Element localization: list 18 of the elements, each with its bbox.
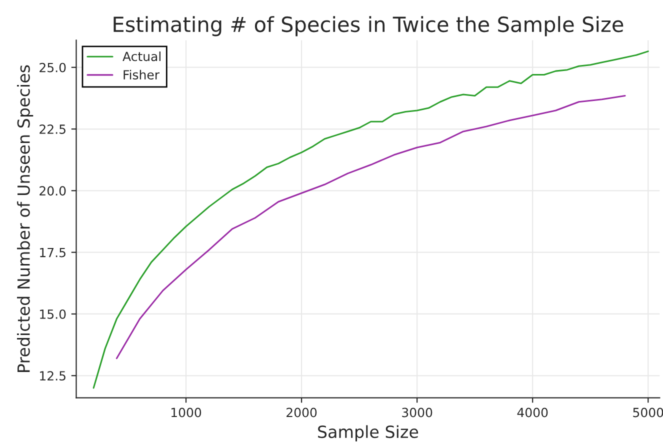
legend-label: Fisher bbox=[124, 70, 160, 80]
chart-title: Estimating # of Species in Twice the Sample Size bbox=[114, 16, 624, 36]
y-tick-label: 17.5 bbox=[40, 248, 66, 258]
y-axis-title: Predicted Number of Unseen Species bbox=[17, 65, 34, 372]
line-series bbox=[92, 50, 649, 389]
line-series bbox=[116, 94, 626, 360]
legend-label: Actual bbox=[122, 51, 160, 62]
y-tick-label: 22.5 bbox=[40, 124, 66, 134]
y-tick-label: 12.5 bbox=[40, 371, 66, 381]
x-tick-label: 4000 bbox=[517, 408, 548, 418]
y-tick-label: 15.0 bbox=[40, 309, 66, 319]
x-tick-label: 5000 bbox=[633, 408, 663, 418]
x-tick-label: 3000 bbox=[402, 408, 432, 418]
y-tick-label: 25.0 bbox=[40, 62, 66, 72]
x-tick-label: 1000 bbox=[171, 408, 202, 418]
x-axis-title: Sample Size bbox=[318, 425, 418, 442]
y-tick-label: 20.0 bbox=[40, 186, 66, 196]
x-tick-label: 2000 bbox=[286, 408, 317, 418]
